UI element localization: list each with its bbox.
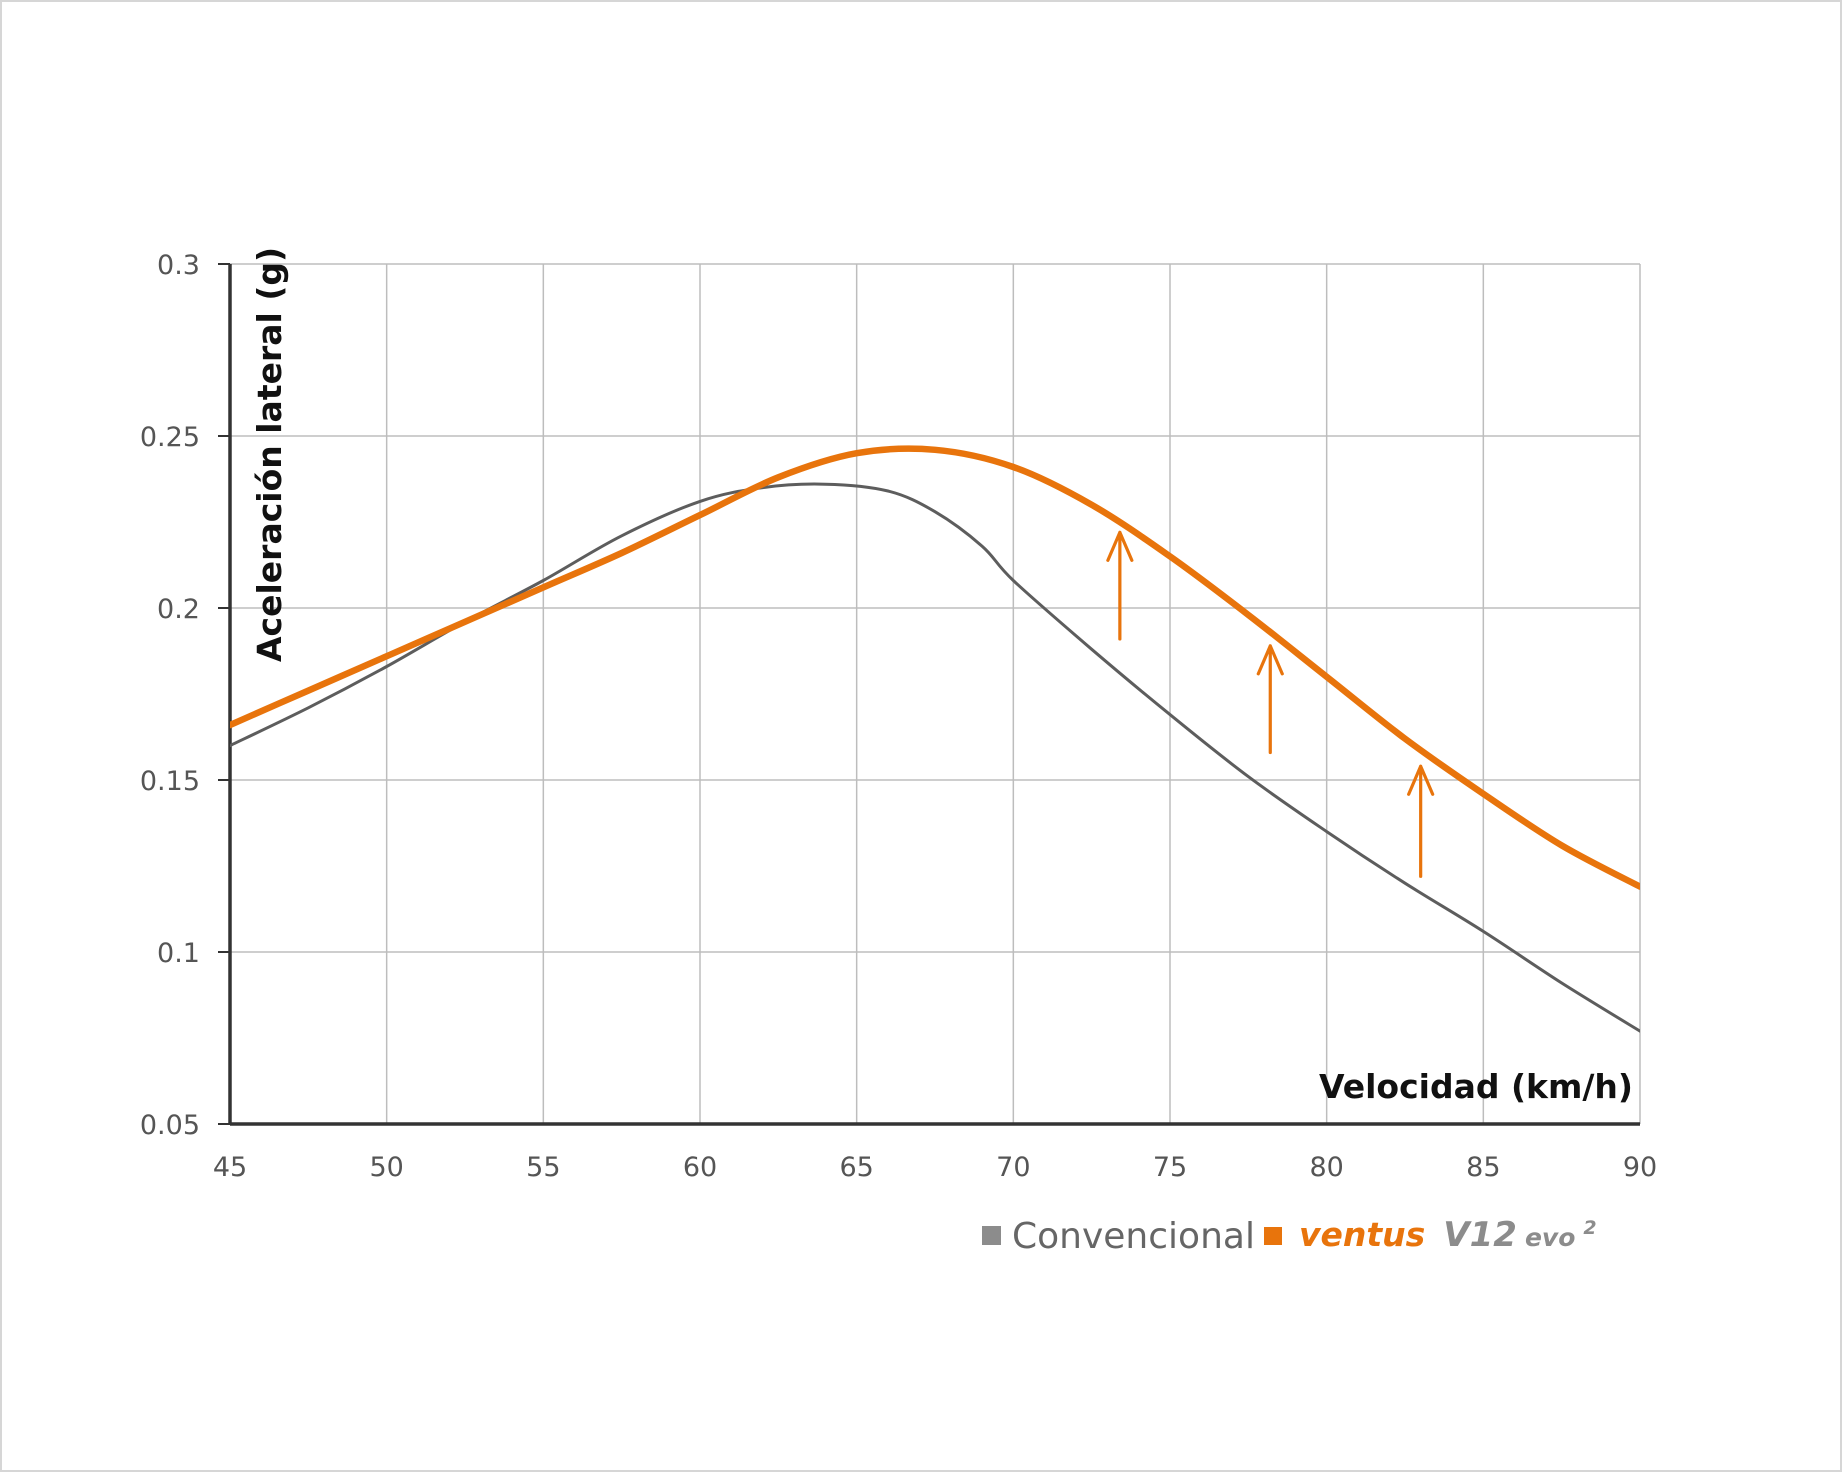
- y-tick-label: 0.1: [157, 938, 200, 969]
- x-axis-title: Velocidad (km/h): [1319, 1067, 1633, 1106]
- legend-ventus-superscript: 2: [1583, 1217, 1596, 1239]
- x-tick-label: 90: [1623, 1152, 1657, 1183]
- y-tick-label: 0.3: [157, 250, 200, 281]
- up-arrow-icon: [1407, 764, 1435, 878]
- x-tick-label: 85: [1466, 1152, 1500, 1183]
- annotation-arrow-layer: [1106, 530, 1435, 878]
- axis-layer: [218, 263, 1640, 1126]
- legend-swatch-ventus: [1264, 1227, 1282, 1245]
- grid-layer: [230, 263, 1641, 1124]
- x-tick-label: 75: [1153, 1152, 1187, 1183]
- legend-ventus-model: V12: [1443, 1215, 1517, 1255]
- y-axis-title: Aceleración lateral (g): [250, 247, 289, 662]
- legend-swatch-convencional: [982, 1226, 1001, 1245]
- series-line-ventus: [230, 445, 1640, 890]
- y-tick-label: 0.05: [140, 1110, 200, 1141]
- x-tick-label: 45: [213, 1152, 247, 1183]
- x-tick-label: 60: [683, 1152, 717, 1183]
- x-tick-label: 55: [526, 1152, 560, 1183]
- tick-label-layer: 45 50 55 60 65 70 75 80 85 90 0.05 0.1 0.15 0.2 0.25 0.…: [140, 250, 1657, 1183]
- series-layer: [230, 445, 1640, 1033]
- y-tick-label: 0.15: [140, 766, 200, 797]
- x-tick-label: 70: [996, 1152, 1030, 1183]
- up-arrow-icon: [1106, 530, 1134, 641]
- legend-ventus-evo: evo: [1525, 1223, 1575, 1252]
- x-tick-label: 65: [839, 1152, 873, 1183]
- x-tick-label: 80: [1309, 1152, 1343, 1183]
- legend: Convencional ventus V12 evo 2: [982, 1215, 1597, 1257]
- legend-label-convencional: Convencional: [1012, 1216, 1255, 1257]
- y-tick-label: 0.2: [157, 594, 200, 625]
- x-tick-label: 50: [369, 1152, 403, 1183]
- legend-ventus-brand: ventus: [1299, 1215, 1425, 1254]
- legend-label-ventus: ventus V12 evo 2: [1299, 1215, 1597, 1255]
- up-arrow-icon: [1256, 644, 1284, 755]
- y-tick-label: 0.25: [140, 422, 200, 453]
